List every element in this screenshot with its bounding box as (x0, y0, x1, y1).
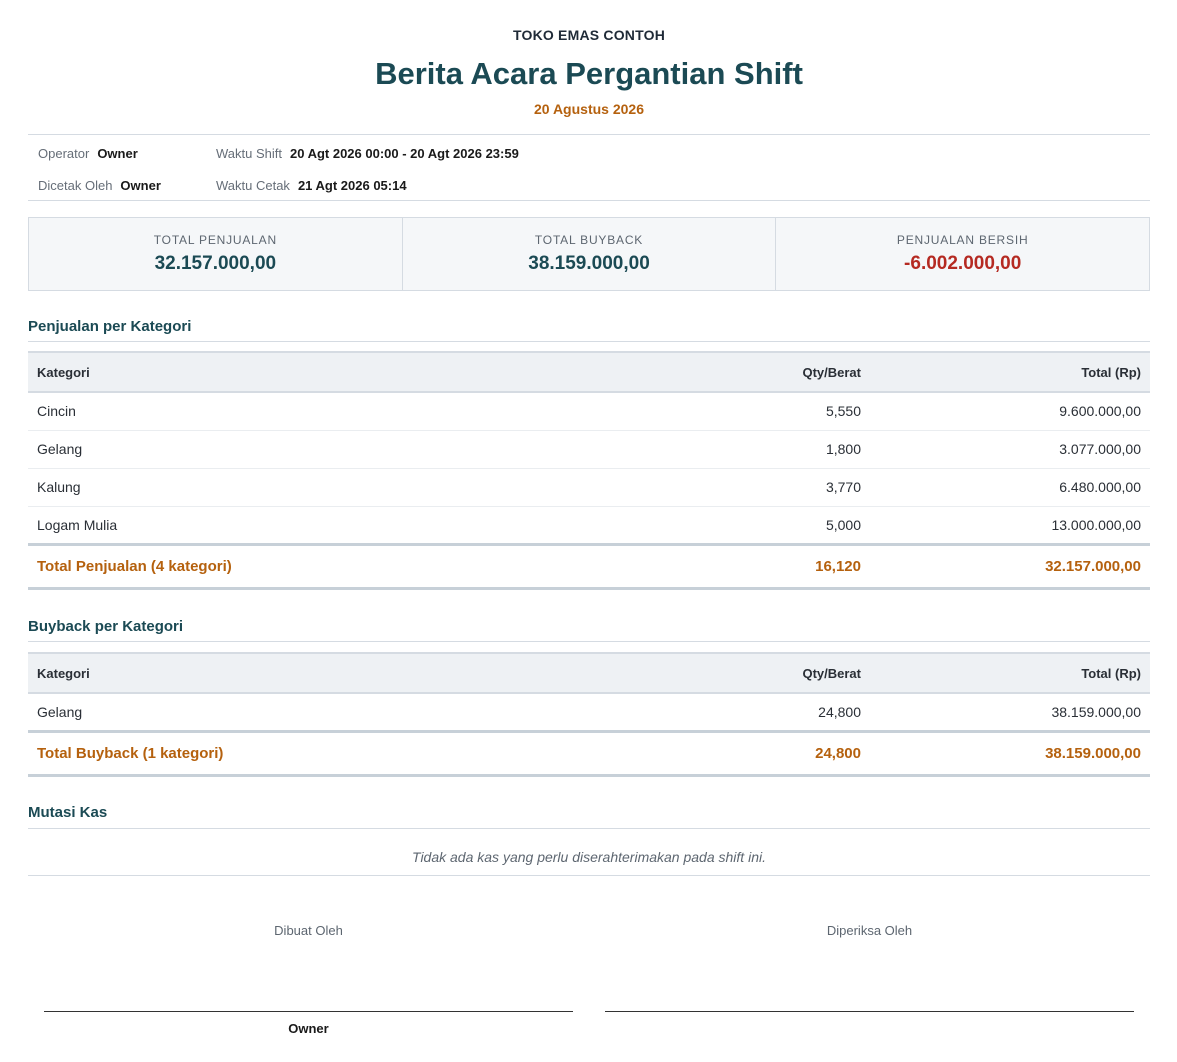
cell-category: Gelang (28, 430, 570, 469)
table-total-row: Total Buyback (1 kategori) 24,800 38.159… (28, 729, 1150, 777)
summary-total-buyback: TOTAL BUYBACK 38.159.000,00 (403, 218, 777, 290)
report-title: Berita Acara Pergantian Shift (375, 56, 803, 91)
cell-category: Gelang (28, 693, 570, 732)
operator-value: Owner (97, 146, 138, 161)
column-header-qty: Qty/Berat (570, 652, 870, 694)
signature-checked-by-label: Diperiksa Oleh (826, 923, 913, 938)
table-row: Logam Mulia 5,000 13.000.000,00 (28, 506, 1150, 545)
print-time-value: 21 Agt 2026 05:14 (297, 178, 407, 193)
table-total-row: Total Penjualan (4 kategori) 16,120 32.1… (28, 542, 1150, 590)
divider (28, 828, 1150, 829)
store-name: TOKO EMAS CONTOH (512, 27, 666, 43)
table-row: Gelang 24,800 38.159.000,00 (28, 693, 1150, 732)
cell-category: Logam Mulia (28, 506, 570, 545)
cell-category: Cincin (28, 392, 570, 431)
sales-section-title: Penjualan per Kategori (28, 318, 192, 335)
operator-label: Operator (38, 146, 90, 161)
sales-table: Kategori Qty/Berat Total (Rp) Cincin 5,5… (28, 351, 1150, 590)
summary-label: PENJUALAN BERSIH (896, 233, 1029, 247)
printed-by-info: Dicetak Oleh Owner (38, 178, 161, 193)
cell-qty: 3,770 (570, 468, 870, 507)
divider (28, 134, 1150, 135)
print-time-label: Waktu Cetak (216, 178, 290, 193)
summary-label: TOTAL BUYBACK (534, 233, 644, 247)
cell-total: 6.480.000,00 (870, 468, 1150, 507)
total-amount: 38.159.000,00 (870, 729, 1150, 777)
signature-made-by-label: Dibuat Oleh (274, 923, 343, 938)
table-header-row: Kategori Qty/Berat Total (Rp) (28, 652, 1150, 694)
signature-made-by-name: Owner (288, 1021, 329, 1036)
printed-by-value: Owner (120, 178, 161, 193)
divider (28, 641, 1150, 642)
signature-line-made-by (44, 1011, 573, 1012)
shift-time-value: 20 Agt 2026 00:00 - 20 Agt 2026 23:59 (289, 146, 519, 161)
summary-net-sales: PENJUALAN BERSIH -6.002.000,00 (776, 218, 1149, 290)
table-row: Gelang 1,800 3.077.000,00 (28, 430, 1150, 469)
table-header-row: Kategori Qty/Berat Total (Rp) (28, 351, 1150, 393)
summary-value-negative: -6.002.000,00 (904, 253, 1022, 274)
cash-section-title: Mutasi Kas (28, 804, 108, 821)
table-row: Kalung 3,770 6.480.000,00 (28, 468, 1150, 507)
total-label: Total Penjualan (4 kategori) (28, 542, 570, 590)
cell-total: 38.159.000,00 (870, 693, 1150, 732)
divider (28, 200, 1150, 201)
cell-category: Kalung (28, 468, 570, 507)
operator-info: Operator Owner (38, 146, 138, 161)
buyback-section-title: Buyback per Kategori (28, 618, 184, 635)
total-amount: 32.157.000,00 (870, 542, 1150, 590)
column-header-qty: Qty/Berat (570, 351, 870, 393)
summary-total-sales: TOTAL PENJUALAN 32.157.000,00 (29, 218, 403, 290)
divider (28, 875, 1150, 876)
summary-value: 32.157.000,00 (154, 253, 277, 274)
divider (28, 341, 1150, 342)
signature-line-checked-by (605, 1011, 1134, 1012)
printed-by-label: Dicetak Oleh (38, 178, 113, 193)
summary-value: 38.159.000,00 (528, 253, 650, 274)
cell-total: 3.077.000,00 (870, 430, 1150, 469)
cell-total: 9.600.000,00 (870, 392, 1150, 431)
report-date: 20 Agustus 2026 (534, 101, 644, 117)
cell-total: 13.000.000,00 (870, 506, 1150, 545)
total-qty: 24,800 (570, 729, 870, 777)
summary-box: TOTAL PENJUALAN 32.157.000,00 TOTAL BUYB… (28, 217, 1150, 291)
total-label: Total Buyback (1 kategori) (28, 729, 570, 777)
column-header-total: Total (Rp) (870, 652, 1150, 694)
cell-qty: 5,550 (570, 392, 870, 431)
column-header-category: Kategori (28, 652, 570, 694)
table-row: Cincin 5,550 9.600.000,00 (28, 392, 1150, 431)
cell-qty: 5,000 (570, 506, 870, 545)
summary-label: TOTAL PENJUALAN (153, 233, 277, 247)
cell-qty: 1,800 (570, 430, 870, 469)
cash-empty-message: Tidak ada kas yang perlu diserahterimaka… (412, 849, 766, 865)
total-qty: 16,120 (570, 542, 870, 590)
shift-time-info: Waktu Shift 20 Agt 2026 00:00 - 20 Agt 20… (216, 146, 519, 161)
column-header-total: Total (Rp) (870, 351, 1150, 393)
column-header-category: Kategori (28, 351, 570, 393)
buyback-table: Kategori Qty/Berat Total (Rp) Gelang 24,… (28, 652, 1150, 777)
cell-qty: 24,800 (570, 693, 870, 732)
shift-time-label: Waktu Shift (216, 146, 282, 161)
print-time-info: Waktu Cetak 21 Agt 2026 05:14 (216, 178, 407, 193)
